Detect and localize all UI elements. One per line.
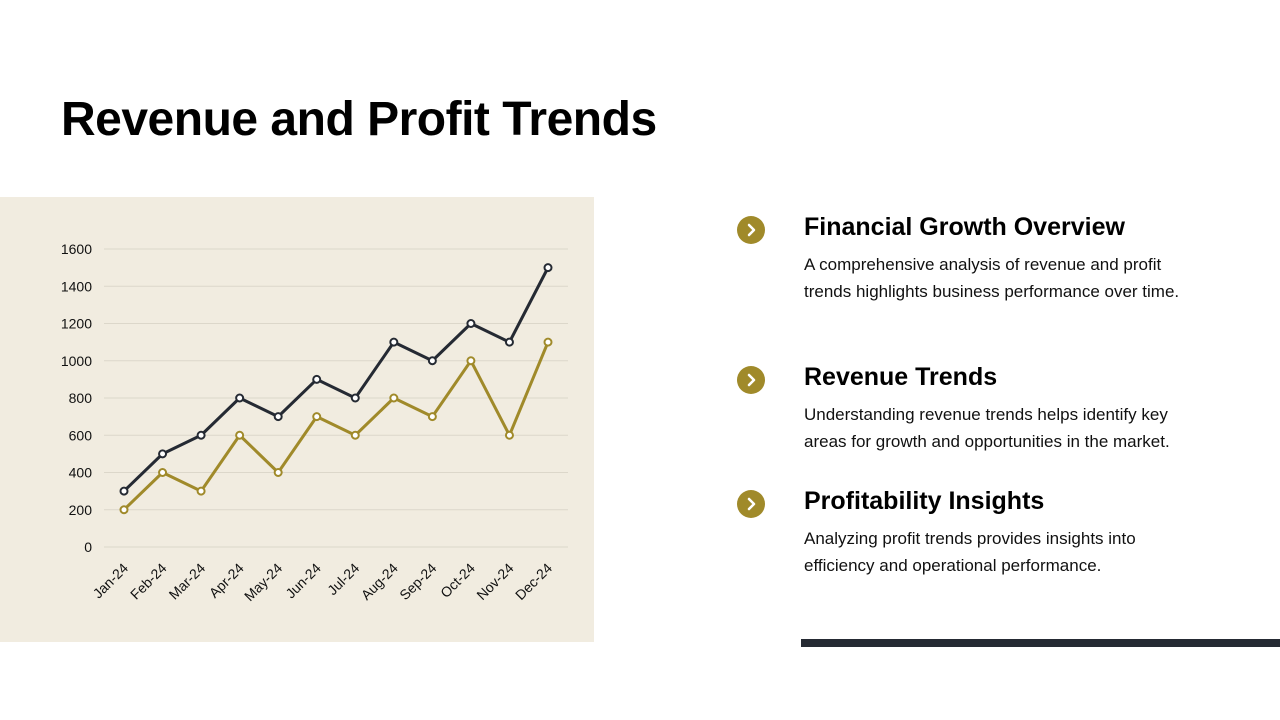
data-point-profit	[235, 430, 245, 440]
series-line-profit	[122, 341, 550, 511]
data-point-profit	[427, 412, 437, 422]
data-point-revenue	[543, 263, 553, 273]
y-tick-label: 1000	[61, 353, 92, 369]
x-tick-label: Oct-24	[437, 560, 478, 601]
x-tick-label: Jul-24	[324, 560, 362, 598]
chart-panel: 0 200 400 600 800 1000 1200 1400 1600 Jan-24 Feb-2…	[0, 197, 594, 642]
x-tick-label: May-24	[241, 560, 285, 604]
item-text: Understanding revenue trends helps ident…	[804, 405, 1170, 451]
data-point-revenue	[504, 337, 514, 347]
data-point-profit	[543, 337, 553, 347]
data-point-profit	[273, 468, 283, 477]
y-tick-label: 200	[69, 502, 93, 518]
x-tick-label: Sep-24	[396, 560, 439, 603]
data-point-revenue	[158, 449, 168, 459]
item-heading: Financial Growth Overview	[804, 213, 1125, 241]
y-tick-label: 1400	[61, 278, 92, 294]
data-point-profit	[389, 393, 399, 403]
y-tick-label: 600	[69, 427, 93, 443]
data-point-profit	[350, 430, 360, 440]
item-heading: Profitability Insights	[804, 487, 1045, 515]
x-tick-label: Apr-24	[206, 560, 247, 601]
chevron-right-icon	[737, 216, 765, 244]
y-tick-label: 1200	[61, 316, 92, 332]
series-line-revenue	[122, 266, 550, 493]
item-text: A comprehensive analysis of revenue and …	[804, 255, 1180, 301]
chevron-right-icon	[737, 490, 765, 518]
x-tick-label: Feb-24	[127, 560, 170, 603]
data-point-revenue	[312, 374, 322, 384]
x-tick-label: Aug-24	[358, 560, 401, 603]
data-point-profit	[312, 412, 322, 422]
data-point-revenue	[427, 356, 437, 366]
accent-bar	[801, 639, 1280, 647]
data-point-revenue	[466, 319, 476, 328]
x-tick-label: Mar-24	[166, 560, 209, 603]
x-tick-label: Jun-24	[282, 560, 324, 602]
y-tick-label: 1600	[61, 241, 92, 257]
x-tick-label: Jan-24	[90, 560, 132, 602]
data-point-revenue	[350, 393, 360, 403]
item-text: Analyzing profit trends provides insight…	[804, 529, 1136, 575]
slide-title: Revenue and Profit Trends	[61, 93, 657, 146]
line-chart: 0 200 400 600 800 1000 1200 1400 1600 Jan-24Feb-2…	[61, 241, 568, 604]
data-point-profit	[196, 486, 206, 496]
data-point-revenue	[119, 486, 129, 496]
data-point-revenue	[273, 412, 283, 422]
item-heading: Revenue Trends	[804, 363, 998, 391]
y-tick-label: 800	[69, 390, 93, 406]
data-point-revenue	[389, 337, 399, 347]
x-tick-label: Nov-24	[473, 560, 516, 603]
data-point-profit	[158, 468, 168, 477]
y-tick-label: 0	[84, 539, 92, 555]
y-tick-label: 400	[69, 465, 93, 481]
chevron-right-icon	[737, 366, 765, 394]
data-point-profit	[466, 356, 476, 366]
data-point-profit	[119, 505, 129, 515]
data-point-profit	[504, 430, 514, 440]
data-point-revenue	[196, 430, 206, 440]
x-tick-label: Dec-24	[512, 560, 555, 603]
data-point-revenue	[235, 393, 245, 403]
